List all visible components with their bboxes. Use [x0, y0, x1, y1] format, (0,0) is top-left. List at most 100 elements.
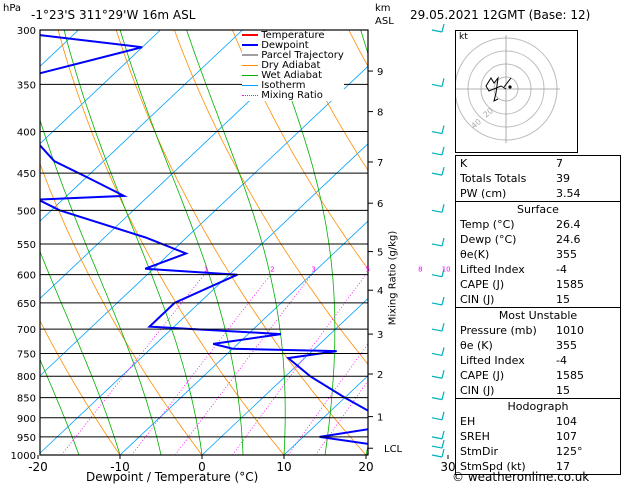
hodograph-ring-label: 20	[482, 106, 496, 119]
wind-barb	[441, 391, 445, 400]
wind-barb	[431, 302, 443, 306]
index-label: CAPE (J)	[460, 278, 505, 291]
index-value: 15	[556, 293, 570, 306]
dewpoint-profile	[40, 34, 368, 445]
index-label: Temp (°C)	[460, 218, 515, 231]
hodograph-plot: 40 20	[456, 35, 560, 143]
index-value: -4	[556, 354, 567, 367]
wind-barb	[441, 204, 445, 213]
index-row: Dewp (°C) 24.6	[456, 232, 620, 247]
isotherm-line	[40, 30, 79, 67]
index-value: 1585	[556, 278, 584, 291]
legend-swatch	[242, 84, 258, 86]
km-tick-label: 4	[377, 286, 383, 297]
legend-label: Wet Adiabat	[261, 70, 323, 81]
index-row: StmDir 125°	[456, 444, 620, 459]
wind-barb	[431, 130, 443, 135]
wind-barb	[431, 417, 443, 421]
legend-label: Isotherm	[261, 80, 306, 91]
wind-barb	[441, 370, 445, 379]
x-tick-label: 30	[440, 460, 455, 474]
y-axis-title-right: Mixing Ratio (g/kg)	[387, 230, 399, 326]
index-value: 7	[556, 157, 563, 170]
wind-barb	[431, 328, 443, 332]
index-value: 355	[556, 248, 577, 261]
pressure-tick-label: 950	[17, 433, 36, 444]
dry-adiabat-line	[290, 30, 368, 172]
index-value: 1585	[556, 369, 584, 382]
index-value: 17	[556, 460, 570, 473]
isotherm-line	[119, 220, 368, 455]
hpa-label: hPa	[3, 3, 22, 14]
legend-swatch	[242, 34, 258, 36]
wind-barb	[431, 436, 443, 440]
index-row: θe (K) 355	[456, 338, 620, 353]
pressure-tick-label: 350	[17, 80, 36, 91]
index-value: 39	[556, 172, 570, 185]
index-label: Lifted Index	[460, 263, 525, 276]
copyright[interactable]: © weatheronline.co.uk	[452, 470, 590, 484]
wind-barb	[431, 375, 443, 379]
pressure-tick-label: 400	[17, 128, 36, 139]
index-row: CAPE (J) 1585	[456, 277, 620, 292]
legend-entry: Parcel Trajectory	[242, 51, 344, 61]
isotherm-line	[40, 30, 243, 222]
km-tick-label: LCL	[384, 444, 403, 455]
mixing-ratio-line	[315, 380, 368, 455]
legend-label: Dewpoint	[261, 40, 309, 51]
x-tick-label: 0	[198, 460, 206, 474]
legend-label: Mixing Ratio	[261, 90, 323, 101]
hodograph-title: Hodograph	[456, 398, 620, 414]
legend-entry: Isotherm	[242, 81, 344, 91]
index-label: Pressure (mb)	[460, 324, 537, 337]
legend-entry: Wet Adiabat	[242, 71, 344, 81]
index-row: CIN (J) 15	[456, 383, 620, 398]
index-value: 15	[556, 384, 570, 397]
index-row: Lifted Index -4	[456, 353, 620, 368]
mixing-ratio-line	[287, 343, 368, 455]
mixing-ratio-line	[174, 274, 312, 455]
legend-swatch	[242, 44, 258, 46]
wind-barb	[441, 237, 445, 247]
location-title: -1°23'S 311°29'W 16m ASL	[31, 8, 196, 22]
dry-adiabat-line	[232, 30, 368, 270]
index-label: StmDir	[460, 445, 499, 458]
index-label: SREH	[460, 430, 490, 443]
wind-barb	[441, 166, 445, 176]
legend-label: Temperature	[261, 30, 325, 41]
datetime-title: 29.05.2021 12GMT (Base: 12)	[410, 8, 591, 22]
index-label: K	[460, 157, 468, 170]
wind-barb	[441, 322, 445, 332]
index-label: CIN (J)	[460, 293, 495, 306]
mixing-ratio-line	[131, 274, 271, 455]
index-row: CAPE (J) 1585	[456, 368, 620, 383]
index-label: EH	[460, 415, 476, 428]
index-row: StmSpd (kt) 17	[456, 459, 620, 474]
km-tick-label: 6	[377, 199, 383, 210]
legend-swatch	[242, 64, 258, 66]
index-value: 125°	[556, 445, 583, 458]
pressure-tick-label: 300	[17, 26, 36, 37]
wind-barb	[441, 448, 445, 458]
pressure-tick-label: 750	[17, 349, 36, 360]
index-value: 3.54	[556, 187, 581, 200]
legend-label: Dry Adiabat	[261, 60, 321, 71]
km-tick-label: 9	[377, 67, 383, 78]
pressure-tick-label: 550	[17, 240, 36, 251]
index-value: 355	[556, 339, 577, 352]
legend-swatch	[242, 74, 258, 76]
surface-title: Surface	[456, 201, 620, 217]
km-tick-label: 8	[377, 108, 383, 119]
wind-barb	[431, 274, 443, 278]
mixing-ratio-line	[61, 274, 205, 455]
pressure-tick-label: 800	[17, 372, 36, 383]
km-tick-label: 7	[377, 158, 383, 169]
index-row: PW (cm) 3.54	[456, 186, 620, 201]
most-unstable-title: Most Unstable	[456, 307, 620, 323]
wind-barb	[431, 454, 443, 458]
x-tick-label: -20	[28, 460, 48, 474]
x-axis-title: Dewpoint / Temperature (°C)	[86, 470, 259, 484]
